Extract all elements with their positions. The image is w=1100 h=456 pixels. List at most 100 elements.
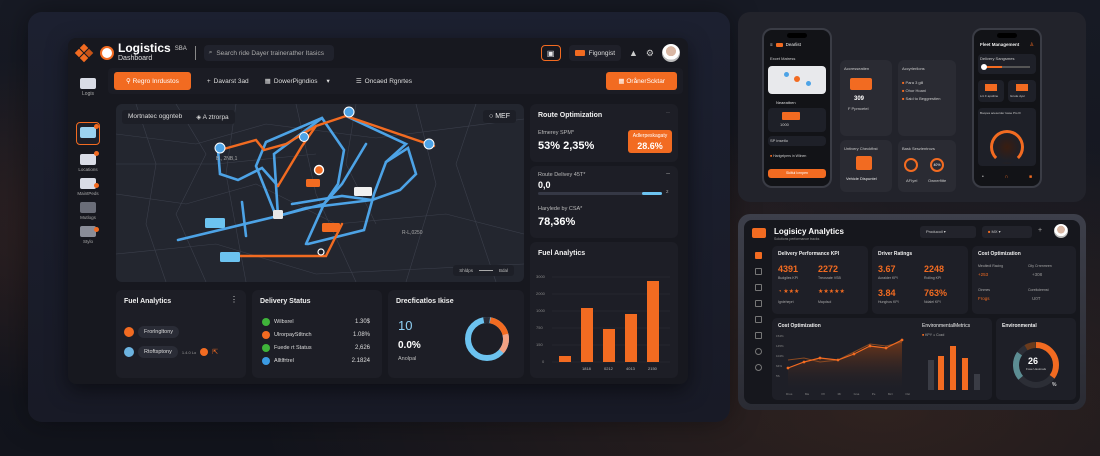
legend-left: Shldps — [459, 268, 473, 273]
image-icon[interactable] — [754, 284, 762, 291]
button-label: OrånerScktar — [626, 78, 665, 85]
truck-icon — [80, 151, 99, 165]
alert-icon[interactable]: ▲ — [629, 48, 638, 58]
mobile-dropdown[interactable]: SP insetlo — [768, 136, 826, 146]
tab-2[interactable]: ▦ DowerPigndios ▾ — [265, 77, 330, 86]
plus-icon: + — [206, 77, 211, 85]
map-refresh-button[interactable]: ○ MEF — [483, 110, 516, 123]
route-icon[interactable]: ∩ — [1004, 174, 1009, 180]
tab-3[interactable]: ☰ Oncaed Rgnrtes — [356, 77, 412, 86]
mobile-card-left: Lnt F apotline — [978, 80, 1004, 102]
card-title: Drecficatlos Ikise — [396, 298, 454, 305]
kpi-label: Treosrate VSB — [818, 276, 841, 280]
metric-label: Efmerey SPM* — [538, 130, 575, 136]
metric-value: U0T — [1032, 296, 1041, 301]
sidebar-item-dashboard[interactable] — [76, 122, 100, 145]
menu-icon[interactable]: ≡ — [770, 42, 773, 47]
delivery-status-card: Delivery Status Wilbsrel 1.30$ UlrorpaySt… — [252, 290, 382, 378]
tablet-dropdown-product[interactable]: Producoil ▾ — [920, 226, 976, 238]
add-icon[interactable]: + — [1038, 227, 1043, 234]
kebab-menu-icon[interactable]: ⋮ — [230, 295, 238, 304]
fleet-selector[interactable]: Figongist — [568, 45, 621, 61]
mobile-header: Fleet Management — [980, 42, 1019, 47]
count-value: 10 — [398, 318, 413, 333]
environmental-card: Environmental 26 Fose Uastmals % — [996, 318, 1076, 400]
route-map[interactable]: Mortnatec oggnteb ◈ A ztrorpa ○ MEF B., … — [116, 104, 524, 282]
chart-icon[interactable] — [754, 316, 762, 323]
sidebar-item-maintenance[interactable]: MaintPeds — [76, 178, 100, 196]
x-tick: 4013 — [626, 366, 635, 371]
tab-label: Davarst 3ad — [213, 77, 249, 85]
status-icon — [262, 318, 270, 326]
sidebar-logo[interactable]: Logis — [78, 78, 98, 97]
gear-icon[interactable]: ⚙ — [645, 47, 654, 58]
metric-label: Route Delivey 45T* — [538, 172, 586, 178]
sidebar: Logis Locations MaintPeds Mutlogs Stylo — [68, 68, 108, 384]
slider-thumb[interactable] — [981, 64, 987, 70]
tab-label: Regro Inrdustos — [132, 78, 179, 85]
panel-icon[interactable] — [754, 332, 762, 339]
x-tick: Mr — [837, 392, 842, 396]
caption: Anolpal — [398, 356, 417, 362]
legend-item: KPY — [925, 333, 933, 337]
copy-icon[interactable] — [754, 300, 762, 307]
status-icon — [262, 357, 270, 365]
truck-icon — [782, 112, 800, 120]
card-title: Route Optimization — [538, 112, 603, 119]
user-icon[interactable]: ♙ — [1029, 42, 1034, 48]
route-delivery-card: Route Delivey 45T* – 0,0 2 Harylede by C… — [530, 166, 678, 238]
card-title: Driver Ratings — [878, 251, 913, 257]
mobile-map[interactable] — [768, 66, 826, 94]
tab-label: Oncaed Rgnrtes — [364, 77, 412, 85]
row-label: Rtoftsptony — [138, 346, 178, 358]
package-button[interactable]: ▣ — [540, 45, 561, 61]
globe-icon[interactable] — [754, 348, 762, 355]
mobile-checkbox[interactable]: ■ Harigelpers in Wlinen — [770, 154, 807, 158]
order-button[interactable]: ▦ OrånerScktar — [606, 72, 677, 90]
button-label: MEF — [495, 113, 510, 120]
metric-value: 0,0 — [538, 180, 551, 190]
collapse-icon[interactable]: – — [666, 170, 670, 177]
fuel-row[interactable]: Frorlngltony — [124, 326, 180, 338]
sidebar-logo-label: Logis — [82, 91, 94, 97]
fuel-row[interactable]: Rtoftsptony 1.4.0 Lo ⇱ — [124, 346, 218, 358]
sidebar-item-logs[interactable]: Mutlogs — [76, 202, 100, 220]
home-icon[interactable]: • — [982, 174, 984, 180]
address-label: Excet Matress — [770, 56, 796, 61]
metric-value: 53% 2,35% — [538, 140, 595, 152]
status-label: Fuede rt Status — [274, 345, 312, 351]
calendar-icon[interactable] — [754, 268, 762, 275]
dashboard-icon[interactable] — [754, 252, 762, 259]
card-title: Delivery Status — [260, 298, 311, 305]
sidebar-item-style[interactable]: Stylo — [76, 226, 100, 244]
mobile-header: ≡ Dearlist — [770, 42, 801, 47]
x-tick: Gna — [853, 392, 860, 396]
sidebar-item-label: MaintPeds — [77, 191, 99, 196]
map-marker-label: B., 2NB,1 — [216, 156, 238, 162]
share-icon[interactable]: ⇱ — [212, 349, 219, 356]
status-value: 1.30$ — [354, 319, 370, 325]
list-item: Ohor Hoani — [905, 88, 926, 93]
search-input[interactable]: ⌕ Search ride Dayer trainerather Itasics — [203, 45, 334, 61]
card-title: Cost Optimization — [978, 251, 1021, 257]
percent-icon: % — [1052, 382, 1057, 388]
grid-icon: ▦ — [618, 78, 627, 85]
tab-1[interactable]: + Davarst 3ad — [207, 78, 249, 85]
progress-fill — [642, 192, 662, 195]
pin-icon: ⚲ — [126, 78, 133, 85]
sidebar-item-locations[interactable]: Locations — [76, 151, 100, 172]
map-layer-toggle[interactable]: ◈ A ztrorpa — [196, 113, 228, 121]
pin-icon[interactable] — [754, 364, 762, 371]
x-tick: 0212 — [604, 366, 613, 371]
map-title: Mortnatec oggnteb — [128, 113, 183, 120]
truck-icon — [574, 50, 585, 56]
avatar[interactable] — [1054, 224, 1068, 238]
mobile-cta-button[interactable]: Skiltul Icrnpen — [768, 169, 826, 178]
ring-label: AFIyel — [906, 178, 918, 183]
phone-notch — [787, 33, 807, 38]
truck-icon[interactable]: ■ — [1028, 174, 1032, 180]
tablet-dropdown-fleet[interactable]: ■ MX ▾ — [982, 226, 1032, 238]
avatar[interactable] — [662, 44, 680, 62]
more-icon[interactable]: ·· — [666, 110, 670, 116]
tab-primary[interactable]: ⚲ Regro Inrdustos — [114, 72, 191, 90]
